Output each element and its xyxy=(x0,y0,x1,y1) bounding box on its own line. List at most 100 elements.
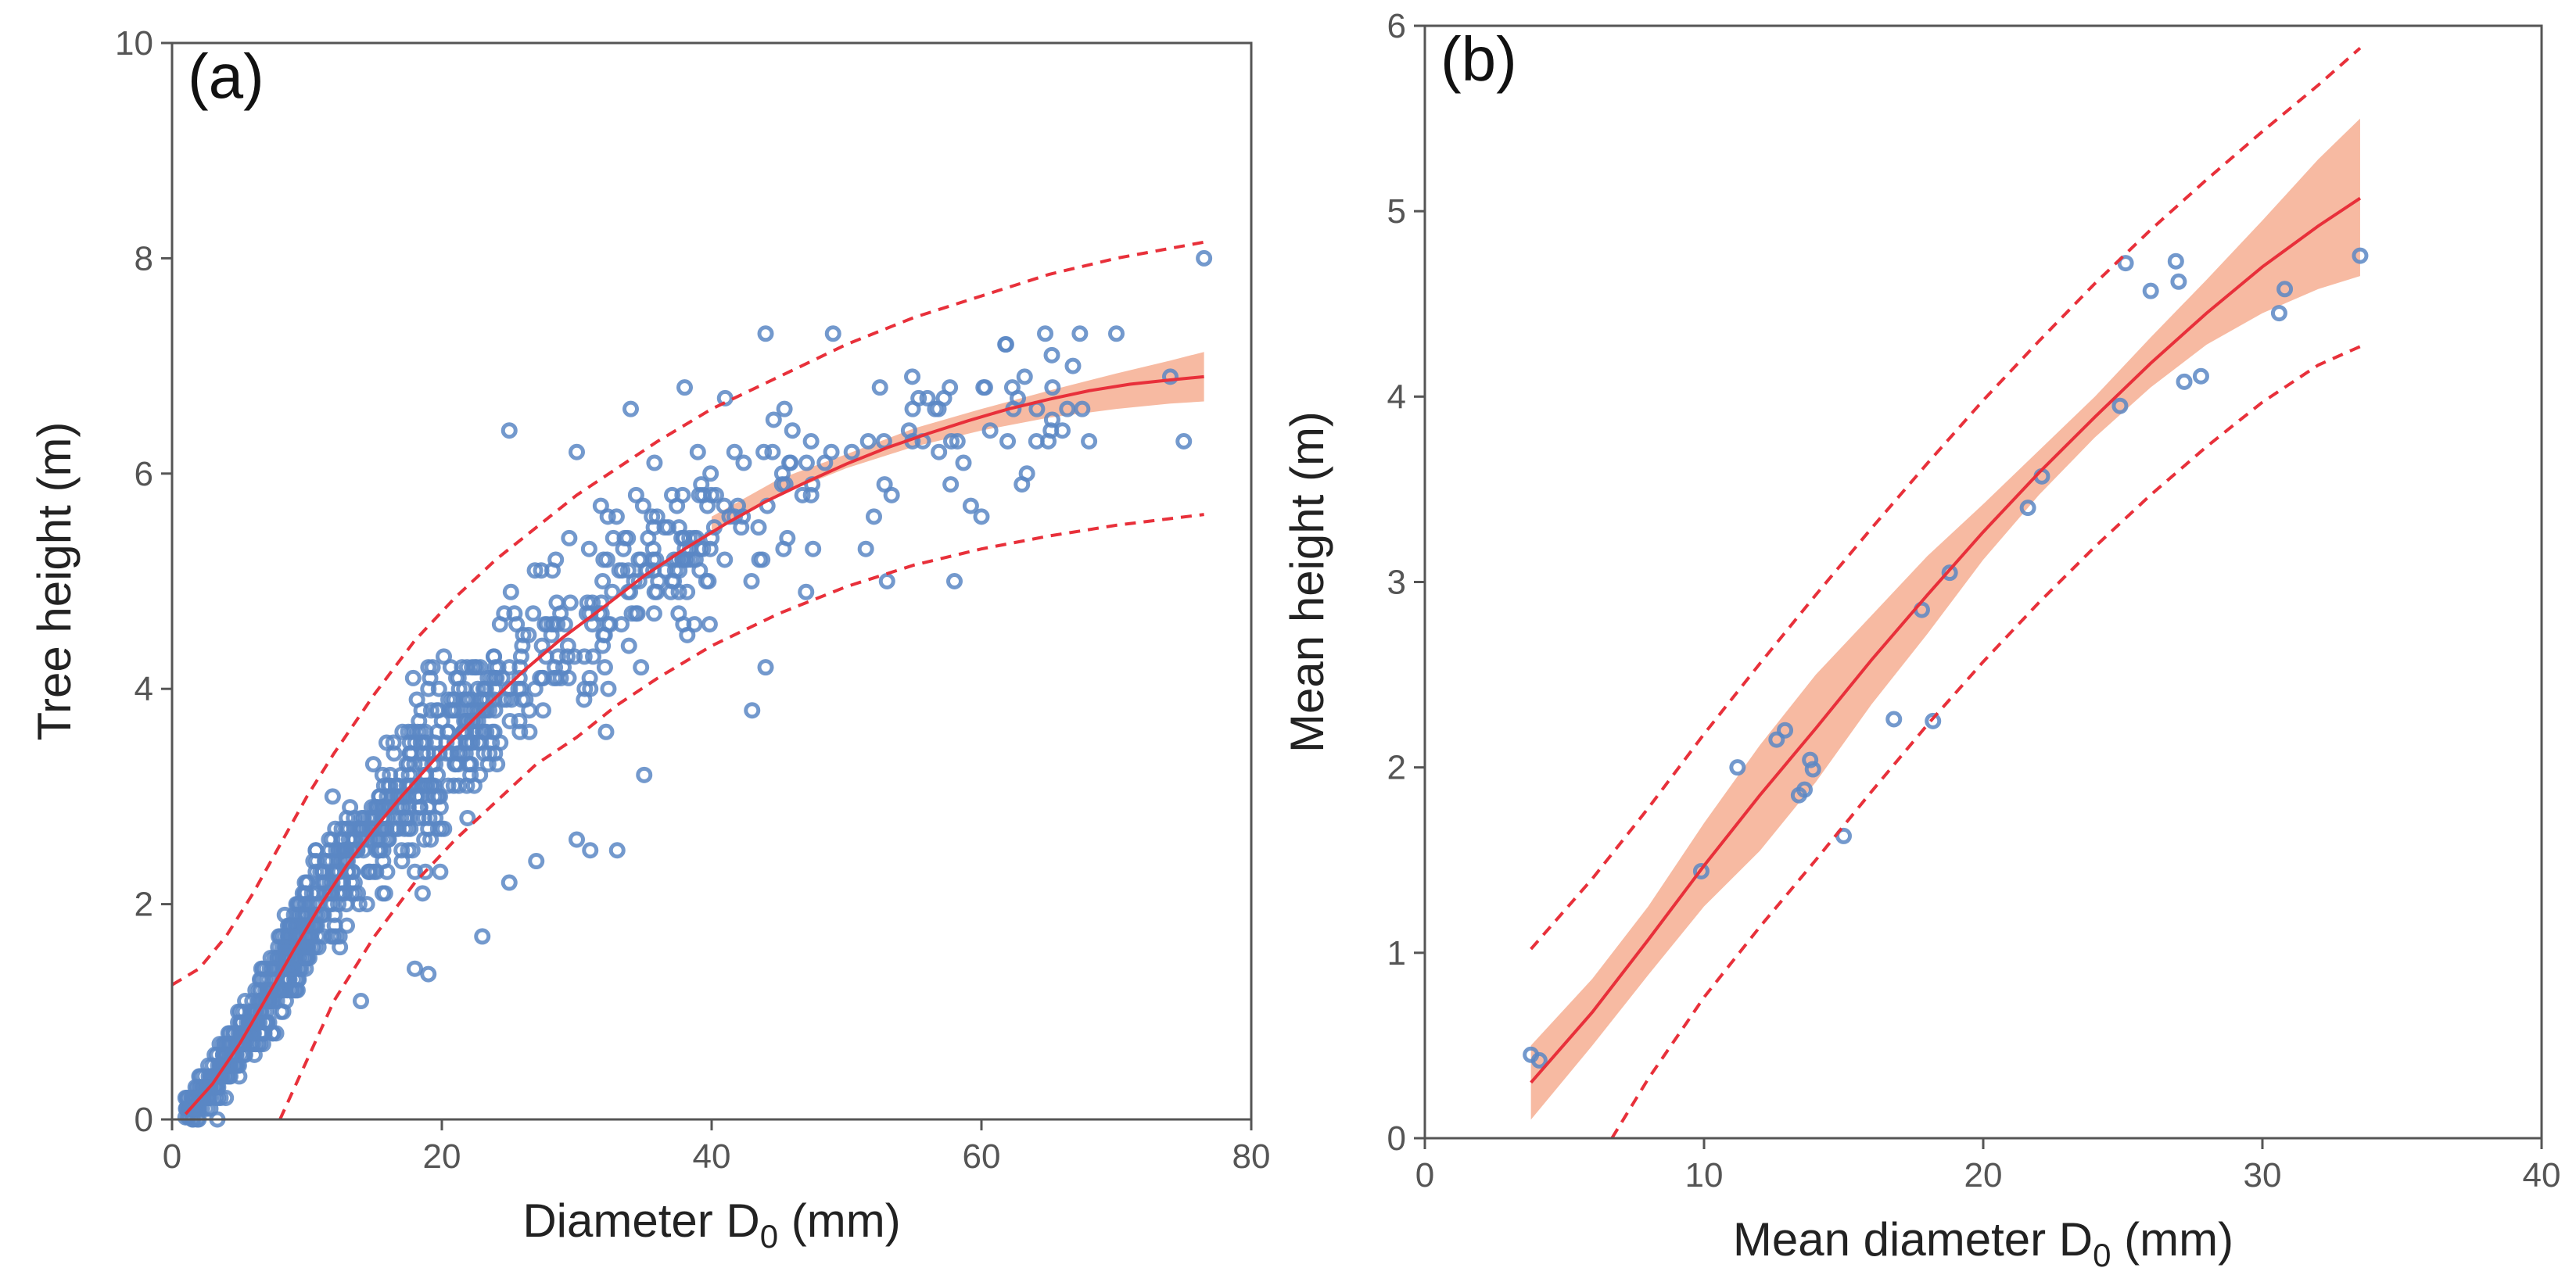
data-point xyxy=(1692,862,1710,879)
data-point xyxy=(743,573,760,589)
data-point xyxy=(432,820,450,837)
data-point xyxy=(404,842,421,859)
x-tick-label: 20 xyxy=(1964,1156,2003,1194)
data-point xyxy=(346,885,363,902)
data-point xyxy=(1037,325,1054,342)
data-point xyxy=(666,573,683,589)
y-axis-label: Tree height (m) xyxy=(28,422,81,741)
data-point xyxy=(1885,711,1903,728)
data-point xyxy=(407,863,424,880)
data-point xyxy=(315,928,332,945)
data-point xyxy=(707,486,724,503)
data-point xyxy=(417,863,434,880)
y-tick-label: 6 xyxy=(135,455,153,493)
data-point xyxy=(627,486,644,503)
data-point xyxy=(404,669,422,686)
data-point xyxy=(358,896,375,913)
data-point xyxy=(1054,422,1071,439)
x-axis-label: Diameter D0 (mm) xyxy=(522,1194,900,1255)
data-point xyxy=(353,820,370,837)
data-point xyxy=(210,1068,228,1085)
data-point xyxy=(411,788,429,805)
data-point xyxy=(726,443,743,460)
data-point xyxy=(500,874,518,891)
data-point xyxy=(407,960,423,977)
y-tick-label: 0 xyxy=(1387,1119,1406,1158)
data-point xyxy=(344,863,361,880)
data-point xyxy=(962,497,979,514)
data-point xyxy=(375,831,393,848)
data-point xyxy=(517,691,534,708)
data-point xyxy=(773,465,791,482)
data-point xyxy=(1835,827,1852,844)
data-point xyxy=(859,432,877,449)
data-point xyxy=(679,583,696,600)
data-point xyxy=(871,379,888,396)
data-point xyxy=(1777,722,1794,739)
data-point xyxy=(701,616,718,633)
data-point xyxy=(701,540,719,557)
prediction-upper-line xyxy=(1530,46,2362,951)
data-point xyxy=(373,799,390,816)
data-point xyxy=(876,476,893,493)
data-point xyxy=(2117,255,2134,272)
data-point xyxy=(312,863,329,880)
data-point xyxy=(1043,346,1060,364)
data-point xyxy=(1081,432,1098,449)
data-point xyxy=(2019,500,2036,517)
x-axis-label: Mean diameter D0 (mm) xyxy=(1733,1213,2233,1273)
y-tick-label: 1 xyxy=(1387,934,1406,972)
data-point xyxy=(454,745,471,762)
y-tick-label: 8 xyxy=(135,239,153,278)
data-point xyxy=(592,497,609,514)
y-tick-label: 3 xyxy=(1387,564,1406,602)
data-point xyxy=(1530,1051,1548,1069)
data-point xyxy=(246,1046,263,1063)
data-point xyxy=(525,605,542,622)
data-point xyxy=(220,1036,237,1053)
data-point xyxy=(2142,282,2159,299)
data-point xyxy=(943,432,960,449)
data-point xyxy=(561,529,578,546)
x-tick-label: 0 xyxy=(163,1137,181,1176)
data-point xyxy=(798,454,815,471)
data-point xyxy=(364,756,382,773)
x-axis-label-unit: (mm) xyxy=(2111,1213,2233,1266)
confidence-band xyxy=(1530,118,2360,1120)
data-point xyxy=(735,454,752,471)
data-point xyxy=(360,863,377,880)
data-point xyxy=(1802,751,1819,768)
data-point xyxy=(458,777,475,794)
data-point xyxy=(401,745,418,762)
x-axis-label-main: Diameter D xyxy=(522,1194,759,1247)
data-point xyxy=(382,777,399,794)
data-point xyxy=(823,443,840,460)
data-point xyxy=(1768,731,1785,748)
prediction-upper-line xyxy=(170,240,1204,987)
data-point xyxy=(404,723,421,740)
data-point xyxy=(2167,252,2184,270)
data-point xyxy=(1804,761,1821,778)
data-point xyxy=(335,885,353,902)
data-point xyxy=(1009,389,1026,406)
data-point xyxy=(511,723,529,740)
data-point xyxy=(633,659,650,676)
data-point xyxy=(627,605,644,622)
data-point xyxy=(1108,325,1125,342)
data-point xyxy=(1016,368,1033,385)
data-point xyxy=(927,400,944,417)
data-point xyxy=(622,400,639,417)
data-point xyxy=(496,605,513,622)
data-point xyxy=(469,723,486,740)
data-point xyxy=(385,734,402,751)
data-point xyxy=(802,432,820,449)
data-point xyxy=(865,508,882,525)
y-tick-label: 5 xyxy=(1387,192,1406,231)
data-point xyxy=(422,702,439,719)
data-point xyxy=(634,497,651,514)
data-point xyxy=(389,820,407,837)
data-point xyxy=(364,809,381,826)
x-axis-label-subscript: 0 xyxy=(760,1218,778,1255)
data-point xyxy=(764,443,781,460)
